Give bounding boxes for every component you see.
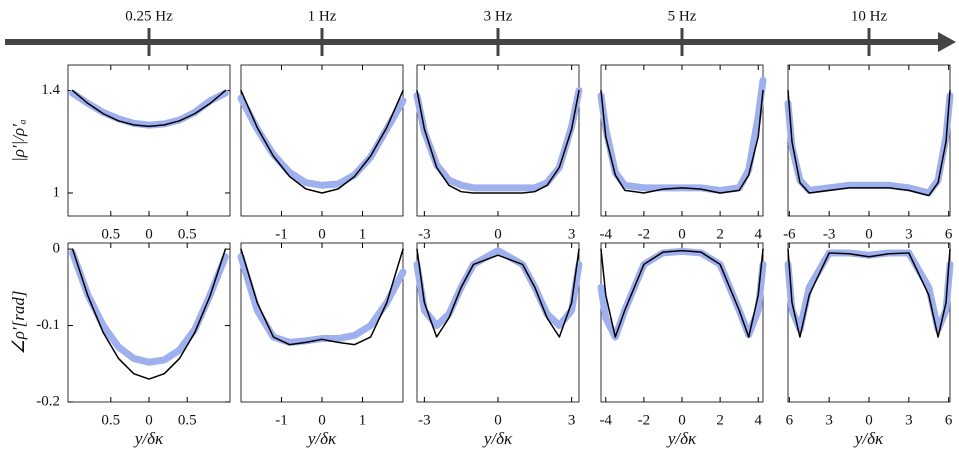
x-tick-label: 4 [754, 412, 762, 428]
y-tick-label: 1 [53, 184, 61, 200]
frequency-label: 0.25 Hz [125, 8, 173, 24]
y-axis-label: |ρ′|/ρ′ₐ [9, 119, 28, 162]
series-line [240, 248, 404, 346]
series-line [784, 249, 954, 333]
plot-frame [67, 242, 231, 403]
y-tick-label: -0.1 [36, 317, 60, 333]
y-tick-label: -0.2 [36, 393, 60, 409]
plot-frame [67, 64, 231, 217]
x-tick-label: 4 [754, 226, 762, 242]
x-tick-label: 0 [865, 412, 873, 428]
x-tick-label: 3 [825, 412, 833, 428]
x-tick-label: -1 [275, 226, 288, 242]
x-tick-label: 0 [865, 226, 873, 242]
x-axis-label: y/δκ [482, 429, 513, 448]
series-line [71, 248, 227, 380]
x-tick-label: 0 [678, 412, 686, 428]
series-line [597, 247, 767, 341]
series-line [71, 89, 227, 128]
frequency-label: 5 Hz [668, 8, 697, 24]
x-tick-label: -3 [418, 226, 431, 242]
x-axis-label: y/δκ [306, 429, 337, 448]
arrow-head [938, 32, 956, 52]
x-tick-label: 1 [359, 226, 367, 242]
x-tick-label: 3 [568, 412, 576, 428]
x-tick-label: 0.5 [101, 226, 120, 242]
x-tick-label: 6 [786, 412, 794, 428]
frequency-label: 10 Hz [851, 8, 888, 24]
x-tick-label: 3 [905, 412, 913, 428]
x-tick-label: -2 [638, 412, 651, 428]
x-tick-label: 3 [568, 226, 576, 242]
series-line [600, 248, 764, 338]
x-tick-label: 0.5 [178, 226, 197, 242]
series-line [240, 89, 404, 194]
x-tick-label: 3 [905, 226, 913, 242]
x-tick-label: 0 [145, 226, 153, 242]
plot-frame [600, 64, 764, 217]
x-tick-label: 0 [494, 226, 502, 242]
y-axis-label: ∠ρ′[rad] [9, 291, 28, 355]
series-line [416, 89, 580, 194]
y-tick-label: 0 [53, 241, 61, 257]
x-tick-label: 0.5 [101, 412, 120, 428]
x-tick-label: 0 [318, 412, 326, 428]
y-tick-label: 1.4 [41, 82, 60, 98]
series-line [597, 76, 767, 194]
x-tick-label: 0 [494, 412, 502, 428]
series-line [237, 253, 407, 346]
series-line [787, 248, 951, 338]
x-tick-label: -1 [275, 412, 288, 428]
x-tick-label: -4 [600, 412, 613, 428]
x-tick-label: 2 [716, 226, 724, 242]
plot-frame [787, 242, 951, 403]
series-line [600, 89, 764, 194]
x-tick-label: 0 [318, 226, 326, 242]
plot-frame [600, 242, 764, 403]
series-line [69, 249, 229, 366]
x-axis-label: y/δκ [133, 429, 164, 448]
x-tick-label: 6 [945, 226, 953, 242]
x-tick-label: -4 [600, 226, 613, 242]
frequency-label: 3 Hz [484, 8, 513, 24]
x-tick-label: 6 [945, 412, 953, 428]
x-tick-label: 0.5 [178, 412, 197, 428]
series-line [416, 248, 580, 338]
frequency-label: 1 Hz [308, 8, 337, 24]
x-tick-label: -2 [638, 226, 651, 242]
x-axis-label: y/δκ [666, 429, 697, 448]
x-tick-label: -6 [783, 226, 796, 242]
series-line [787, 89, 951, 197]
x-axis-label: y/δκ [853, 429, 884, 448]
x-tick-label: -3 [823, 226, 836, 242]
x-tick-label: 0 [678, 226, 686, 242]
x-tick-label: 2 [716, 412, 724, 428]
series-line [784, 92, 954, 197]
x-tick-label: 0 [145, 412, 153, 428]
series-line [413, 247, 583, 330]
x-tick-label: 1 [359, 412, 367, 428]
x-tick-label: -3 [418, 412, 431, 428]
